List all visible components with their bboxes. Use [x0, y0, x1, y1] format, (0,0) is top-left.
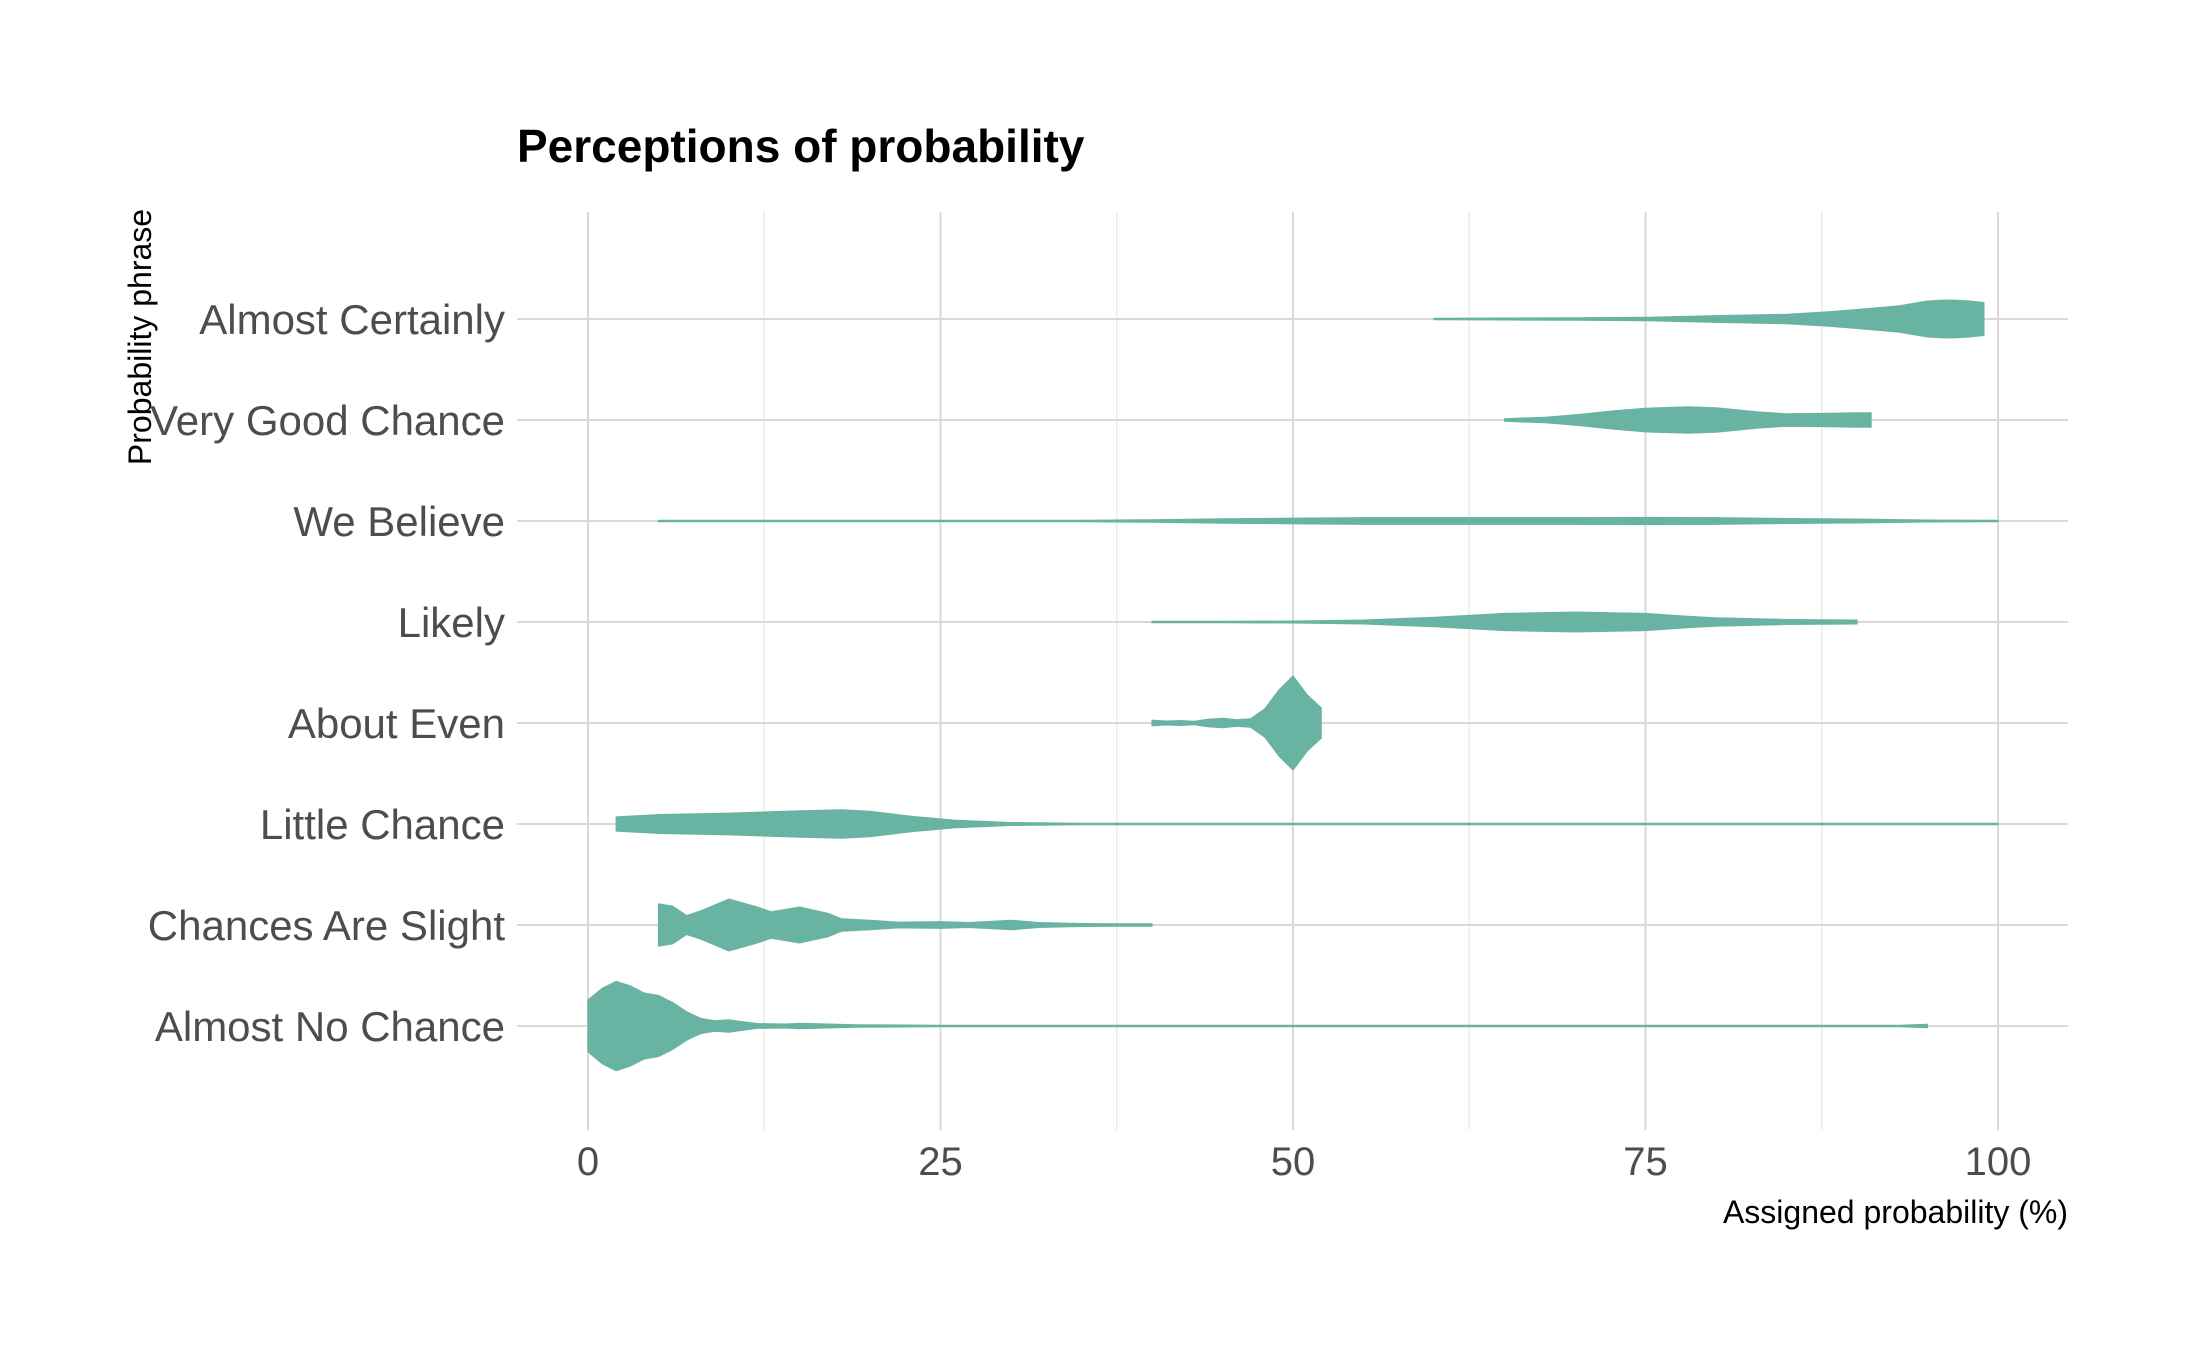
violin-almost-no-chance [587, 980, 1929, 1072]
x-tick-label: 0 [577, 1140, 599, 1184]
x-tick-label: 25 [918, 1140, 963, 1184]
violin-about-even [1151, 675, 1322, 771]
y-tick-label: We Believe [293, 498, 505, 545]
violin-little-chance [615, 809, 1999, 839]
grid [517, 212, 2068, 1130]
y-tick-label: Little Chance [260, 801, 505, 848]
y-tick-label: About Even [288, 700, 505, 747]
chart-title: Perceptions of probability [517, 120, 1085, 172]
violins [587, 299, 1999, 1072]
violin-chances-are-slight [657, 898, 1153, 952]
violin-very-good-chance [1503, 406, 1872, 434]
y-tick-labels: Almost No Chance Chances Are Slight Little… [148, 296, 506, 1050]
violin-likely [1151, 611, 1858, 633]
y-tick-label: Almost No Chance [155, 1003, 505, 1050]
x-tick-label: 50 [1271, 1140, 1316, 1184]
y-axis-title: Probability phrase [122, 209, 158, 465]
x-tick-labels: 0 25 50 75 100 [577, 1140, 2032, 1184]
x-axis-title: Assigned probability (%) [1723, 1194, 2068, 1230]
x-tick-label: 100 [1965, 1140, 2032, 1184]
y-tick-label: Likely [398, 599, 505, 646]
x-tick-label: 75 [1623, 1140, 1668, 1184]
y-tick-label: Almost Certainly [199, 296, 505, 343]
violin-almost-certainly [1433, 299, 1985, 339]
y-tick-label: Very Good Chance [150, 397, 505, 444]
y-tick-label: Chances Are Slight [148, 902, 506, 949]
violin-we-believe [657, 516, 1999, 526]
